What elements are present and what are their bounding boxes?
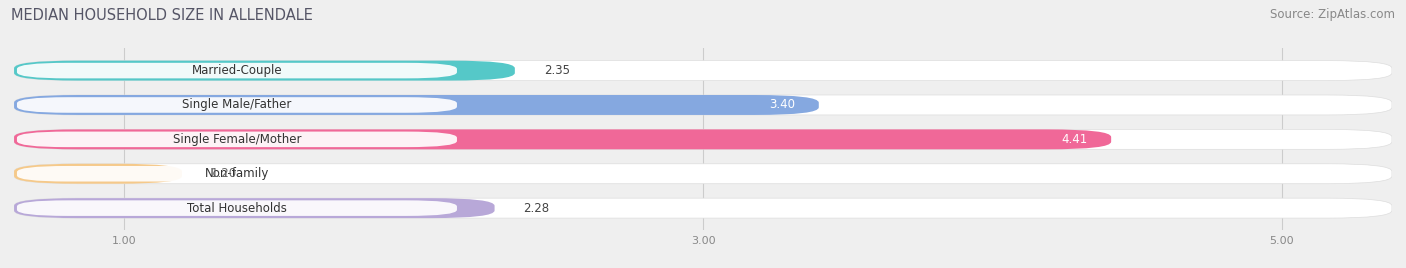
FancyBboxPatch shape [17,200,457,216]
Text: 4.41: 4.41 [1062,133,1088,146]
Text: 3.40: 3.40 [769,98,796,111]
FancyBboxPatch shape [14,61,515,81]
Text: 1.20: 1.20 [211,167,238,180]
FancyBboxPatch shape [14,129,1392,149]
Text: Single Male/Father: Single Male/Father [183,98,291,111]
FancyBboxPatch shape [17,166,457,181]
Text: 2.35: 2.35 [544,64,569,77]
FancyBboxPatch shape [14,129,1111,149]
Text: Non-family: Non-family [205,167,269,180]
FancyBboxPatch shape [17,97,457,113]
FancyBboxPatch shape [17,63,457,78]
FancyBboxPatch shape [14,95,1392,115]
Text: Source: ZipAtlas.com: Source: ZipAtlas.com [1270,8,1395,21]
Text: 2.28: 2.28 [523,202,550,215]
Text: Married-Couple: Married-Couple [191,64,283,77]
FancyBboxPatch shape [14,164,181,184]
Text: Single Female/Mother: Single Female/Mother [173,133,301,146]
FancyBboxPatch shape [14,164,1392,184]
FancyBboxPatch shape [17,132,457,147]
Text: Total Households: Total Households [187,202,287,215]
FancyBboxPatch shape [14,198,1392,218]
FancyBboxPatch shape [14,198,495,218]
Text: MEDIAN HOUSEHOLD SIZE IN ALLENDALE: MEDIAN HOUSEHOLD SIZE IN ALLENDALE [11,8,314,23]
FancyBboxPatch shape [14,61,1392,81]
FancyBboxPatch shape [14,95,818,115]
